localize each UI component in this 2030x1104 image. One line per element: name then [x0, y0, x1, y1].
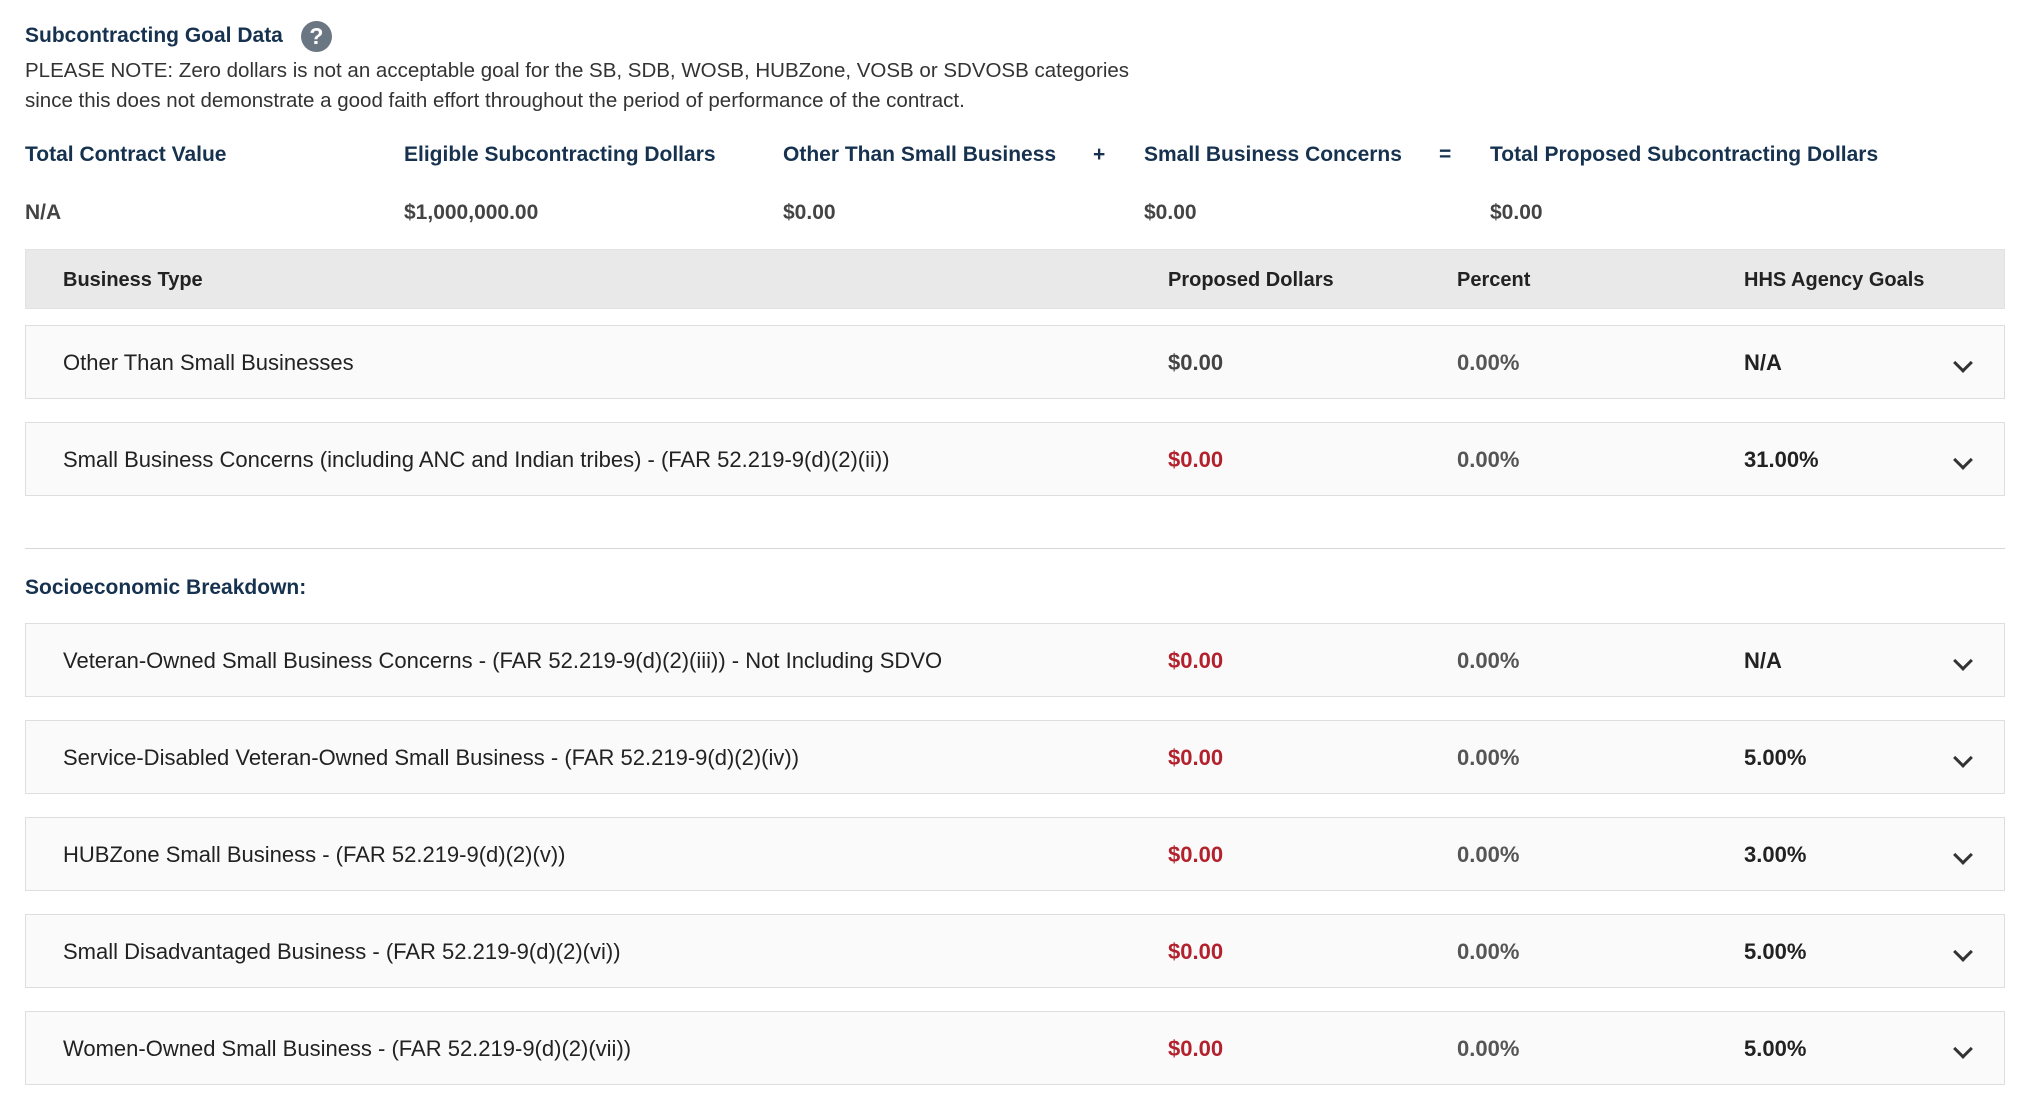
agency-goal: 5.00%: [1744, 745, 1807, 770]
table-row[interactable]: Service-Disabled Veteran-Owned Small Bus…: [25, 720, 2005, 794]
percent-value: 0.00%: [1457, 842, 1520, 867]
header-business-type: Business Type: [63, 269, 203, 291]
percent-value: 0.00%: [1457, 939, 1520, 964]
percent-value: 0.00%: [1457, 648, 1520, 673]
equals-sign: =: [1439, 143, 1452, 166]
agency-goal: N/A: [1744, 350, 1782, 375]
business-type-name: Other Than Small Businesses: [63, 350, 354, 375]
chevron-down-icon[interactable]: [1953, 353, 1973, 373]
header-agency-goals: HHS Agency Goals: [1744, 269, 1925, 291]
chevron-down-icon[interactable]: [1953, 942, 1973, 962]
table-row[interactable]: Other Than Small Businesses $0.00 0.00% …: [25, 325, 2005, 399]
title-row: Subcontracting Goal Data ?: [25, 20, 2005, 52]
table-row[interactable]: Small Business Concerns (including ANC a…: [25, 422, 2005, 496]
proposed-dollars: $0.00: [1168, 939, 1224, 964]
note-line-2: since this does not demonstrate a good f…: [25, 89, 965, 112]
summary-labels: Total Contract Value Eligible Subcontrac…: [25, 143, 2005, 183]
business-type-name: Veteran-Owned Small Business Concerns - …: [63, 648, 943, 673]
proposed-dollars: $0.00: [1168, 1036, 1224, 1061]
agency-goal: 5.00%: [1744, 939, 1807, 964]
chevron-down-icon[interactable]: [1953, 1039, 1973, 1059]
business-type-name: Small Business Concerns (including ANC a…: [63, 447, 890, 472]
table-row[interactable]: Veteran-Owned Small Business Concerns - …: [25, 623, 2005, 697]
business-type-name: HUBZone Small Business - (FAR 52.219-9(d…: [63, 842, 566, 867]
proposed-dollars: $0.00: [1168, 648, 1224, 673]
proposed-dollars: $0.00: [1168, 745, 1224, 770]
plus-sign: +: [1093, 143, 1106, 166]
business-type-name: Women-Owned Small Business - (FAR 52.219…: [63, 1036, 632, 1061]
total-proposed-value: $0.00: [1490, 201, 1543, 224]
eligible-subcontracting-value: $1,000,000.00: [404, 201, 539, 224]
agency-goal: 31.00%: [1744, 447, 1819, 472]
small-business-value: $0.00: [1144, 201, 1197, 224]
percent-value: 0.00%: [1457, 1036, 1520, 1061]
percent-value: 0.00%: [1457, 447, 1520, 472]
chevron-down-icon[interactable]: [1953, 450, 1973, 470]
chevron-down-icon[interactable]: [1953, 845, 1973, 865]
proposed-dollars: $0.00: [1168, 842, 1224, 867]
proposed-dollars: $0.00: [1168, 350, 1224, 375]
total-contract-value: N/A: [25, 201, 62, 224]
summary-values: N/A $1,000,000.00 $0.00 $0.00 $0.00: [25, 201, 2005, 241]
percent-value: 0.00%: [1457, 350, 1520, 375]
note-line-1: PLEASE NOTE: Zero dollars is not an acce…: [25, 59, 1130, 82]
eligible-subcontracting-label: Eligible Subcontracting Dollars: [404, 143, 716, 166]
question-circle-icon[interactable]: ?: [300, 20, 332, 52]
small-business-label: Small Business Concerns: [1144, 143, 1402, 166]
page-title: Subcontracting Goal Data: [25, 24, 283, 47]
chevron-down-icon[interactable]: [1953, 651, 1973, 671]
proposed-dollars: $0.00: [1168, 447, 1224, 472]
other-than-small-value: $0.00: [783, 201, 836, 224]
percent-value: 0.00%: [1457, 745, 1520, 770]
section-divider: [25, 548, 2005, 549]
table-row[interactable]: HUBZone Small Business - (FAR 52.219-9(d…: [25, 817, 2005, 891]
business-type-name: Service-Disabled Veteran-Owned Small Bus…: [63, 745, 800, 770]
total-contract-value-label: Total Contract Value: [25, 143, 227, 166]
agency-goal: 3.00%: [1744, 842, 1807, 867]
goal-note: PLEASE NOTE: Zero dollars is not an acce…: [25, 56, 1225, 116]
other-than-small-label: Other Than Small Business: [783, 143, 1057, 166]
table-header: Business Type Proposed Dollars Percent H…: [25, 249, 2005, 309]
agency-goal: 5.00%: [1744, 1036, 1807, 1061]
chevron-down-icon[interactable]: [1953, 748, 1973, 768]
agency-goal: N/A: [1744, 648, 1782, 673]
total-proposed-label: Total Proposed Subcontracting Dollars: [1490, 143, 1879, 166]
subcontracting-goal-panel: Subcontracting Goal Data ? PLEASE NOTE: …: [25, 20, 2005, 1085]
header-proposed-dollars: Proposed Dollars: [1168, 269, 1334, 291]
business-type-name: Small Disadvantaged Business - (FAR 52.2…: [63, 939, 621, 964]
socioeconomic-title: Socioeconomic Breakdown:: [25, 576, 307, 599]
socioeconomic-list: Veteran-Owned Small Business Concerns - …: [25, 623, 2005, 1085]
table-row[interactable]: Women-Owned Small Business - (FAR 52.219…: [25, 1011, 2005, 1085]
table-row[interactable]: Small Disadvantaged Business - (FAR 52.2…: [25, 914, 2005, 988]
header-percent: Percent: [1457, 269, 1531, 291]
